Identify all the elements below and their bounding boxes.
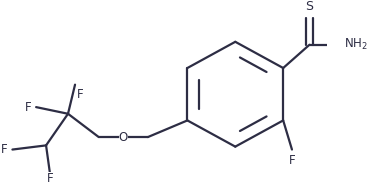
Text: F: F xyxy=(25,101,31,114)
Text: F: F xyxy=(77,88,83,101)
Text: F: F xyxy=(47,172,54,185)
Text: F: F xyxy=(1,143,8,156)
Text: S: S xyxy=(305,0,313,13)
Text: F: F xyxy=(289,154,295,167)
Text: O: O xyxy=(119,131,128,144)
Text: NH$_2$: NH$_2$ xyxy=(345,37,367,52)
